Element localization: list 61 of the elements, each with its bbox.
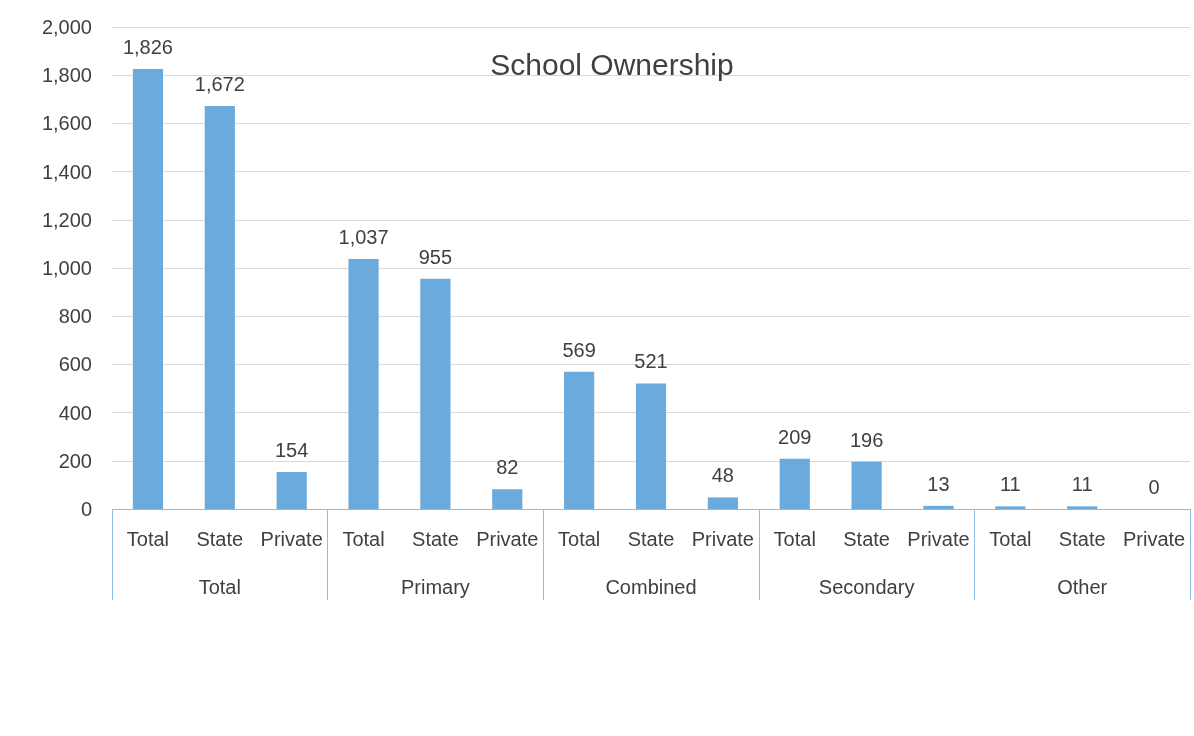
text: Primary: [400, 576, 470, 598]
x-tick-label: State: [412, 528, 459, 550]
x-tick-label: Private: [260, 528, 323, 550]
data-label: 154: [274, 438, 309, 461]
text: Combined: [605, 576, 697, 598]
data-label: 955: [418, 245, 453, 268]
data-label: 1,672: [194, 73, 245, 96]
data-label: 0: [1148, 476, 1160, 498]
text: Total: [198, 576, 241, 598]
bar: [995, 506, 1026, 509]
x-tick-label: Total: [342, 528, 385, 550]
y-tick-label: 1,400: [41, 160, 92, 183]
y-tick-label: 1,600: [41, 112, 92, 135]
text: Other: [1057, 576, 1108, 598]
bar: [276, 471, 307, 509]
data-label: 82: [496, 456, 519, 479]
bar: [1067, 506, 1098, 509]
data-label: 1,826: [122, 35, 173, 58]
x-tick-label: Private: [476, 528, 539, 550]
data-label: 196: [849, 428, 884, 451]
bar: [204, 106, 235, 509]
bar: [564, 371, 595, 509]
text: School Ownership: [490, 47, 734, 81]
x-tick-label: Total: [773, 528, 816, 550]
y-tick-label: 200: [58, 449, 92, 472]
bar: [420, 278, 451, 509]
y-tick-label: 1,800: [41, 64, 92, 87]
y-tick-label: 2,000: [41, 16, 92, 38]
y-tick-label: 800: [58, 305, 92, 328]
y-tick-label: 400: [58, 401, 92, 424]
data-label: 569: [562, 338, 596, 361]
x-tick-label: State: [196, 528, 244, 550]
data-label: 209: [778, 425, 812, 448]
y-tick-label: 600: [58, 353, 92, 376]
y-tick-label: 1,200: [41, 208, 92, 231]
bar: [348, 259, 379, 509]
x-tick-label: Total: [989, 528, 1032, 550]
x-tick-label: Private: [691, 528, 754, 550]
data-label: 13: [927, 472, 950, 495]
x-tick-label: State: [843, 528, 890, 550]
bar: [851, 461, 882, 509]
bar: [707, 497, 738, 509]
x-tick-label: State: [1058, 528, 1106, 550]
bar: [492, 489, 523, 509]
data-label: 11: [1071, 473, 1093, 496]
data-label: 1,037: [338, 226, 389, 249]
x-tick-label: Private: [907, 528, 970, 550]
bar: [779, 458, 810, 509]
data-label: 521: [634, 350, 668, 373]
y-tick-label: 0: [80, 498, 92, 520]
bar: [923, 505, 954, 509]
data-label: 11: [999, 473, 1021, 496]
y-tick-label: 1,000: [41, 257, 92, 279]
x-tick-label: State: [627, 528, 675, 550]
bar: [132, 68, 164, 509]
bar: [635, 383, 667, 509]
x-tick-label: Total: [126, 528, 170, 550]
x-tick-label: Private: [1122, 528, 1186, 550]
data-label: 48: [711, 464, 734, 487]
x-tick-label: Total: [558, 528, 601, 550]
text: Secondary: [818, 576, 915, 598]
